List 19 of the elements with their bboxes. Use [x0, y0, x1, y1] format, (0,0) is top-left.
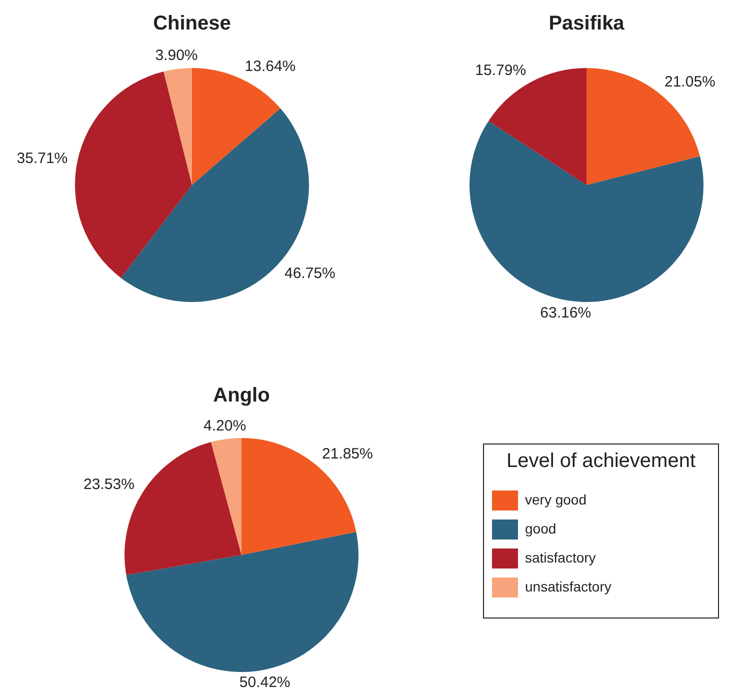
data-label: 46.75% — [284, 265, 336, 282]
legend-label: satisfactory — [525, 549, 596, 566]
data-label: 21.85% — [322, 446, 373, 463]
data-label: 3.90% — [155, 47, 198, 64]
chart-title: Chinese — [153, 12, 231, 35]
legend-title: Level of achievement — [506, 450, 696, 472]
data-label: 23.53% — [84, 476, 134, 494]
legend-label: unsatisfactory — [525, 578, 612, 594]
data-label: 13.64% — [244, 58, 296, 75]
data-label: 50.42% — [239, 674, 290, 691]
chart-title: Pasifika — [548, 12, 626, 35]
chart-title: Anglo — [213, 384, 270, 407]
data-label: 4.20% — [204, 417, 246, 434]
legend-label: very good — [525, 491, 586, 508]
data-label: 35.71% — [16, 150, 68, 167]
data-label: 15.79% — [475, 62, 526, 79]
legend-label: good — [525, 520, 556, 536]
data-label: 21.05% — [664, 74, 716, 91]
data-label: 63.16% — [540, 304, 592, 322]
